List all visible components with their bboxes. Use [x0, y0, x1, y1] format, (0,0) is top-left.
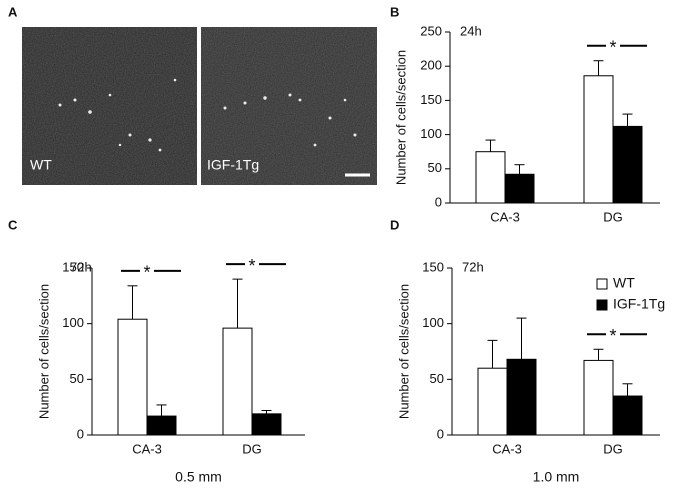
y-tick-label: 100	[420, 126, 442, 141]
y-tick-label: 100	[62, 315, 84, 330]
bar	[222, 327, 253, 436]
micrograph	[201, 27, 377, 185]
image-label: WT	[30, 157, 52, 173]
y-tick-label: 50	[428, 160, 442, 175]
x-tick-label: DG	[242, 441, 262, 456]
chart-title: 72h	[462, 259, 484, 274]
y-tick-label: 200	[420, 58, 442, 73]
x-axis-label: 1.0 mm	[533, 469, 580, 485]
panel-letter: A	[8, 4, 18, 19]
y-tick-label: 250	[420, 23, 442, 38]
significance-label: *	[609, 326, 616, 346]
panel-letter: C	[8, 217, 18, 232]
x-axis-label: 0.5 mm	[175, 469, 222, 485]
y-tick-label: 150	[62, 259, 84, 274]
significance-label: *	[248, 256, 255, 276]
y-tick-label: 150	[422, 259, 444, 274]
bar	[146, 415, 177, 436]
bar	[612, 395, 643, 436]
x-tick-label: CA-3	[490, 209, 520, 224]
bar	[477, 367, 508, 436]
y-axis-label: Number of cells/section	[36, 284, 51, 419]
y-tick-label: 50	[430, 371, 444, 386]
y-tick-label: 50	[70, 371, 84, 386]
y-axis-label: Number of cells/section	[396, 284, 411, 419]
x-tick-label: CA-3	[132, 441, 162, 456]
legend-swatch	[596, 278, 608, 290]
chart-title: 24h	[460, 23, 482, 38]
significance-label: *	[143, 263, 150, 283]
micrograph	[22, 27, 197, 185]
bar	[506, 358, 537, 436]
bar	[612, 125, 643, 204]
bar	[251, 413, 282, 436]
panel-letter: D	[390, 217, 399, 232]
y-axis-label: Number of cells/section	[393, 50, 408, 185]
y-tick-label: 0	[77, 426, 84, 441]
y-tick-label: 0	[437, 426, 444, 441]
bar	[504, 173, 535, 204]
panel-letter: B	[390, 4, 399, 19]
chart-title: 72h	[70, 259, 92, 274]
y-tick-label: 0	[435, 194, 442, 209]
y-tick-label: 150	[420, 92, 442, 107]
bar	[583, 359, 614, 436]
legend-swatch	[596, 299, 608, 311]
x-tick-label: DG	[603, 441, 623, 456]
significance-label: *	[609, 37, 616, 57]
legend-label: WT	[613, 275, 635, 291]
y-tick-label: 100	[422, 315, 444, 330]
x-tick-label: DG	[603, 209, 623, 224]
bar	[583, 75, 614, 204]
bar	[117, 318, 148, 436]
bar	[475, 151, 506, 204]
legend-label: IGF-1Tg	[613, 296, 665, 312]
image-label: IGF-1Tg	[207, 157, 259, 173]
x-tick-label: CA-3	[492, 441, 522, 456]
